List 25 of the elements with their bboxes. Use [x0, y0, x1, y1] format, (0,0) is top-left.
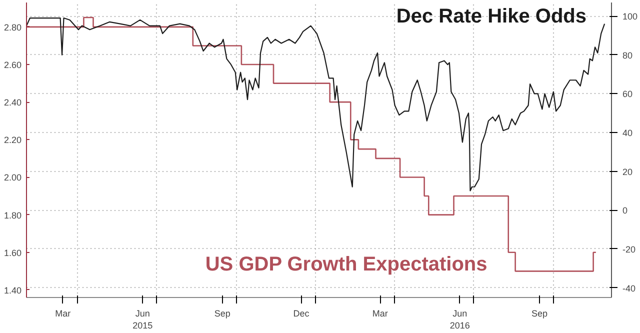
y2-tick-label: 80 [622, 50, 633, 60]
y-tick-label: 2.80 [4, 22, 22, 32]
y-tick-label: 2.20 [4, 135, 22, 146]
series-label: Dec Rate Hike Odds [396, 6, 587, 28]
y2-tick-label: -40 [622, 283, 636, 294]
y2-tick-label: -20 [622, 244, 636, 254]
x-tick-label: Mar [372, 308, 388, 318]
x-tick-label: Sep [532, 308, 548, 318]
y2-tick-label: 40 [622, 128, 633, 138]
series-label: US GDP Growth Expectations [205, 254, 488, 276]
y-tick-label: 2.40 [4, 98, 22, 108]
x-tick-label: Mar [55, 308, 71, 318]
y-tick-label: 1.60 [4, 248, 22, 258]
y2-tick-label: 100 [622, 12, 638, 22]
x-tick-label: Dec [293, 308, 310, 318]
y-tick-label: 2.60 [4, 60, 22, 70]
y-tick-label: 1.40 [4, 285, 22, 296]
y2-tick-label: 60 [622, 89, 633, 100]
x-tick-label: Sep [214, 308, 230, 318]
y2-tick-label: 20 [622, 166, 633, 177]
y-tick-label: 2.00 [4, 172, 22, 183]
x-tick-label: Jun 2015 [132, 308, 153, 330]
y2-tick-label: 0 [622, 206, 628, 216]
y-tick-label: 1.80 [4, 210, 22, 220]
x-tick-label: Jun 2016 [450, 308, 470, 330]
